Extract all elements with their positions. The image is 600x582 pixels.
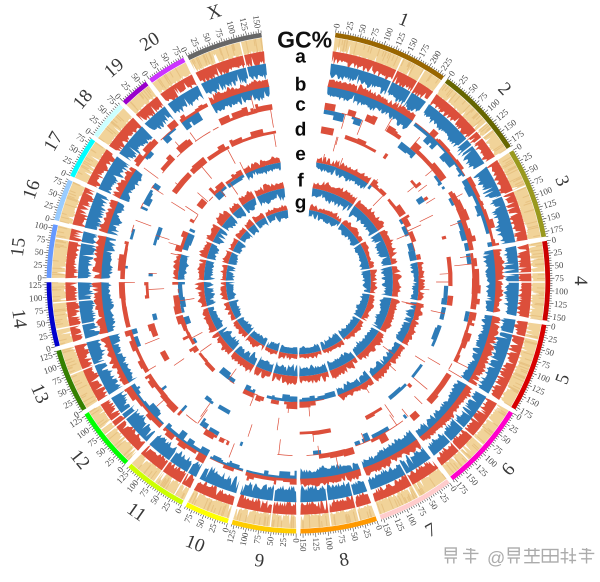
svg-text:0: 0 <box>113 91 124 102</box>
svg-text:0: 0 <box>446 68 457 78</box>
svg-text:125: 125 <box>393 30 408 47</box>
svg-text:100: 100 <box>29 293 43 304</box>
svg-text:75: 75 <box>34 305 44 316</box>
svg-text:175: 175 <box>549 223 565 236</box>
svg-text:100: 100 <box>324 536 336 551</box>
svg-text:25: 25 <box>361 528 373 540</box>
svg-text:50: 50 <box>544 346 556 358</box>
svg-text:50: 50 <box>554 260 564 271</box>
svg-text:0: 0 <box>173 506 184 515</box>
svg-text:75: 75 <box>36 233 47 244</box>
svg-text:150: 150 <box>251 14 263 29</box>
svg-text:150: 150 <box>546 210 562 223</box>
svg-text:0: 0 <box>551 234 558 245</box>
svg-text:14: 14 <box>7 308 30 330</box>
svg-text:0: 0 <box>179 45 190 54</box>
svg-text:0: 0 <box>220 526 231 534</box>
svg-text:d: d <box>295 119 307 140</box>
svg-text:X: X <box>205 0 225 24</box>
svg-text:125: 125 <box>392 517 407 534</box>
svg-text:b: b <box>295 75 307 96</box>
svg-text:100: 100 <box>381 26 395 42</box>
svg-text:0: 0 <box>44 213 51 224</box>
svg-text:125: 125 <box>225 528 238 544</box>
svg-text:0: 0 <box>140 69 151 79</box>
svg-text:0: 0 <box>515 412 524 423</box>
svg-text:100: 100 <box>34 219 50 232</box>
svg-text:0: 0 <box>291 538 301 543</box>
svg-text:50: 50 <box>201 31 214 43</box>
svg-text:150: 150 <box>298 538 308 552</box>
svg-text:f: f <box>297 170 304 191</box>
svg-text:125: 125 <box>542 197 558 211</box>
svg-text:125: 125 <box>29 280 43 290</box>
svg-text:0: 0 <box>115 464 126 475</box>
svg-text:a: a <box>295 46 306 67</box>
svg-text:0: 0 <box>515 141 524 152</box>
svg-text:150: 150 <box>380 522 394 538</box>
svg-text:75: 75 <box>540 358 552 370</box>
svg-text:25: 25 <box>553 247 563 258</box>
svg-text:50: 50 <box>357 23 369 35</box>
svg-text:0: 0 <box>60 167 69 178</box>
svg-text:150: 150 <box>552 312 567 324</box>
svg-text:25: 25 <box>344 20 356 31</box>
svg-text:0: 0 <box>331 22 342 28</box>
svg-text:0: 0 <box>374 524 385 532</box>
svg-text:0: 0 <box>83 126 93 137</box>
svg-text:75: 75 <box>336 534 347 545</box>
svg-text:g: g <box>295 193 307 214</box>
svg-text:4: 4 <box>570 276 591 286</box>
svg-text:0: 0 <box>45 343 52 354</box>
svg-text:c: c <box>295 94 306 115</box>
svg-text:50: 50 <box>34 246 44 257</box>
svg-text:0: 0 <box>550 321 557 332</box>
svg-text:125: 125 <box>238 17 251 33</box>
svg-text:75: 75 <box>213 27 225 39</box>
svg-text:125: 125 <box>554 299 569 310</box>
svg-text:25: 25 <box>206 522 219 534</box>
svg-text:50: 50 <box>265 536 276 546</box>
svg-text:50: 50 <box>194 517 207 529</box>
svg-text:50: 50 <box>36 318 47 329</box>
svg-text:15: 15 <box>7 236 30 257</box>
svg-text:GC%: GC% <box>277 27 332 53</box>
svg-text:50: 50 <box>47 187 59 200</box>
svg-text:100: 100 <box>538 184 554 198</box>
svg-text:9: 9 <box>253 550 265 572</box>
svg-text:125: 125 <box>38 350 54 364</box>
svg-text:50: 50 <box>349 531 361 542</box>
svg-text:75: 75 <box>369 26 381 38</box>
svg-text:25: 25 <box>43 199 55 211</box>
svg-text:25: 25 <box>38 331 49 343</box>
svg-text:125: 125 <box>311 537 322 551</box>
svg-text:0: 0 <box>37 273 42 283</box>
svg-text:e: e <box>295 144 306 165</box>
svg-text:8: 8 <box>338 549 351 571</box>
svg-text:100: 100 <box>42 362 58 376</box>
svg-text:75: 75 <box>252 534 263 545</box>
svg-text:0: 0 <box>449 484 460 494</box>
svg-text:100: 100 <box>536 371 552 385</box>
svg-text:100: 100 <box>238 531 251 547</box>
svg-text:@: @ <box>487 548 505 568</box>
svg-text:25: 25 <box>278 537 289 547</box>
svg-text:75: 75 <box>555 273 565 283</box>
svg-text:25: 25 <box>547 334 558 346</box>
svg-text:100: 100 <box>225 20 238 36</box>
svg-text:25: 25 <box>33 259 43 270</box>
svg-text:0: 0 <box>72 409 81 420</box>
svg-text:100: 100 <box>555 286 569 296</box>
